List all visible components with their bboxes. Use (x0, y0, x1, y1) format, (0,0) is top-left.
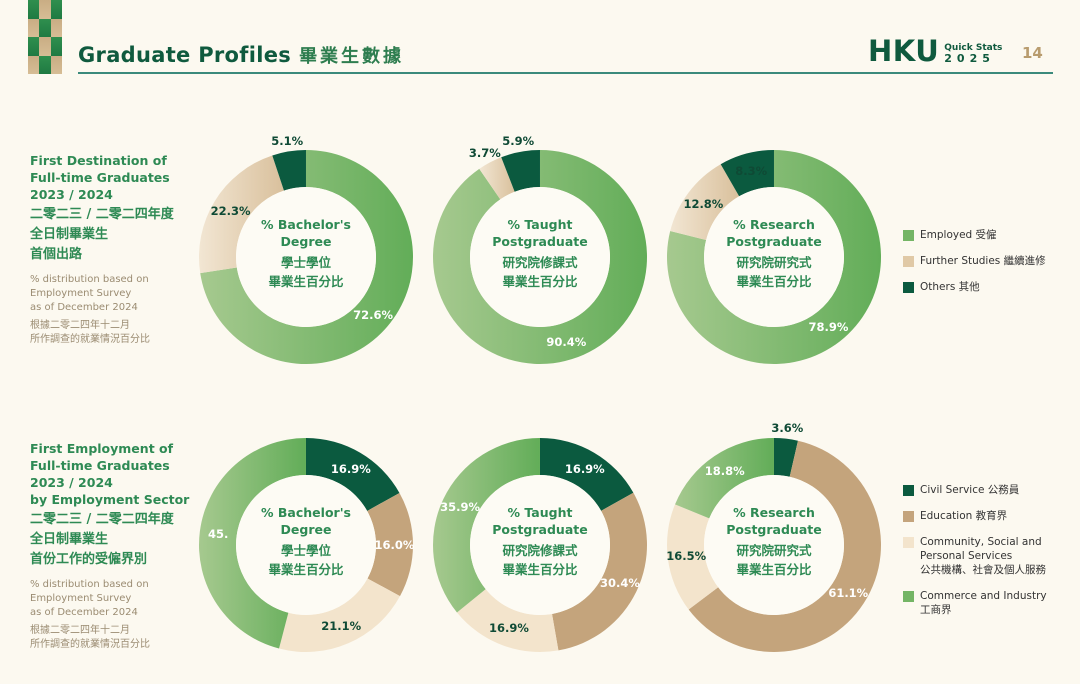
legend-item: Others 其他 (903, 280, 1046, 294)
donut-segment-commerce-and-industry (433, 438, 540, 613)
section-note-en: % distribution based on Employment Survey… (30, 579, 149, 618)
donut-segment-education (688, 440, 881, 652)
donut-destination-taught-pg: 90.4% 3.7% 5.9% % Taught Postgraduate 研究院修課式畢… (425, 134, 655, 376)
donut-segment-employed (667, 150, 881, 364)
legend-swatch-icon (903, 485, 914, 496)
legend-item: Further Studies 繼續進修 (903, 254, 1046, 268)
brand-sub: Quick Stats 2025 (944, 43, 1003, 65)
brand-hku: HKU (868, 34, 940, 68)
page-title: Graduate Profiles 畢業生數據 (78, 42, 404, 68)
legend-swatch-icon (903, 230, 914, 241)
donut-segment-civil-service (306, 438, 400, 511)
section-title-zh: 二零二三 / 二零二四年度 全日制畢業生 首個出路 (30, 207, 174, 262)
legend-swatch-icon (903, 256, 914, 267)
donut-sector-taught-pg: 16.9% 30.4% 16.9% 35.9% % Taught Postgraduate… (425, 434, 655, 664)
value-label: 3.7% (468, 145, 501, 160)
value-label: 30.4% (599, 576, 640, 591)
donut-center-label: % Taught Postgraduate 研究院修課式 畢業生百分比 (492, 217, 588, 289)
value-label: 16.5% (666, 549, 707, 564)
page-title-en: Graduate Profiles (78, 43, 292, 67)
legend-label: Employed 受僱 (920, 229, 997, 241)
value-label: 16.9% (489, 620, 529, 635)
value-label: 35.9% (440, 499, 481, 514)
legend-swatch-icon (903, 282, 914, 293)
value-label: 78.9% (808, 319, 849, 334)
section-note-zh: 根據二零二四年十二月 所作調查的就業情況百分比 (30, 625, 150, 650)
legend-swatch-icon (903, 591, 914, 602)
donut-center-label: % Bachelor's Degree 學士學位 畢業生百分比 (261, 505, 351, 577)
hku-quick-stats-brand: HKU Quick Stats 2025 (868, 34, 1003, 68)
donut-segment-commerce-and-industry (199, 438, 306, 649)
donut-segment-further-studies (670, 164, 740, 241)
legend-employment-sector: Civil Service 公務員 Education 教育界 Community,… (903, 483, 1047, 629)
donut-segment-community-social-and-personal-services (279, 578, 400, 652)
legend-item: Civil Service 公務員 (903, 483, 1047, 497)
section-title-zh: 二零二三 / 二零二四年度 全日制畢業生 首份工作的受僱界別 (30, 512, 174, 567)
donut-segment-education (367, 492, 413, 597)
value-label: 3.6% (771, 420, 804, 435)
donut-segment-others (720, 150, 774, 197)
page-title-zh: 畢業生數據 (299, 46, 405, 67)
legend-first-destination: Employed 受僱 Further Studies 繼續進修 Others 其他 (903, 228, 1046, 306)
donut-center-label: % Research Postgraduate 研究院研究式 畢業生百分比 (726, 217, 822, 289)
section-title-en: First Employment of Full-time Graduates 20… (30, 441, 190, 507)
donut-segment-community-social-and-personal-services (456, 589, 559, 652)
value-label: 22.3% (210, 203, 251, 218)
section-first-destination-description: First Destination of Full-time Graduates 2… (30, 152, 205, 347)
donut-center-label: % Research Postgraduate 研究院研究式 畢業生百分比 (726, 505, 822, 577)
donut-segment-employed (200, 150, 413, 364)
legend-label: Education 教育界 (920, 510, 1008, 522)
value-label: 21.1% (321, 619, 362, 634)
donut-center-label: % Bachelor's Degree 學士學位 畢業生百分比 (261, 217, 351, 289)
donut-center-label: % Taught Postgraduate 研究院修課式 畢業生百分比 (492, 505, 588, 577)
page-number: 14 (1022, 44, 1043, 62)
value-label: 16.9% (564, 461, 605, 476)
section-note-zh: 根據二零二四年十二月 所作調查的就業情況百分比 (30, 320, 150, 345)
legend-item: Employed 受僱 (903, 228, 1046, 242)
value-label: 12.8% (683, 196, 724, 211)
section-title-en: First Destination of Full-time Graduates 2… (30, 153, 170, 202)
value-label: 45. (208, 526, 229, 541)
donut-segment-community-social-and-personal-services (667, 504, 719, 610)
value-label: 90.4% (546, 334, 587, 349)
legend-swatch-icon (903, 537, 914, 548)
header-divider (78, 72, 1053, 74)
donut-destination-bachelor: 72.6% 22.3% 5.1% % Bachelor's Degree 學士學位 畢業生百… (191, 134, 421, 376)
legend-label: Others 其他 (920, 281, 980, 293)
donut-segment-employed (432, 150, 647, 364)
donut-segment-others (272, 150, 306, 191)
value-label: 72.6% (353, 307, 394, 322)
legend-label: Community, Social and Personal Services 公共… (920, 536, 1046, 576)
donut-segment-education (552, 492, 647, 651)
value-label: 61.1% (828, 586, 869, 601)
section-note-en: % distribution based on Employment Survey… (30, 274, 149, 313)
section-first-employment-description: First Employment of Full-time Graduates 20… (30, 440, 205, 652)
legend-item: Community, Social and Personal Services 公共… (903, 535, 1047, 577)
donut-segment-civil-service (540, 438, 634, 511)
legend-label: Further Studies 繼續進修 (920, 255, 1046, 267)
legend-item: Commerce and Industry 工商界 (903, 589, 1047, 617)
donut-segment-commerce-and-industry (675, 438, 774, 519)
hku-pattern-logo (28, 0, 62, 74)
donut-segment-others (501, 150, 540, 192)
donut-segment-civil-service (774, 438, 798, 477)
donut-sector-research-pg: 3.6% 61.1% 16.5% 18.8% % Research Postgraduat… (659, 421, 889, 664)
value-label: 18.8% (704, 464, 745, 479)
value-label: 5.9% (502, 134, 535, 149)
value-label: 16.0% (374, 537, 415, 552)
legend-swatch-icon (903, 511, 914, 522)
legend-label: Commerce and Industry 工商界 (920, 590, 1047, 616)
donut-destination-research-pg: 78.9% 12.8% 8.3% % Research Postgraduate 研究院研… (659, 146, 889, 376)
legend-item: Education 教育界 (903, 509, 1047, 523)
donut-sector-bachelor: 16.9% 16.0% 21.1% 45. % Bachelor's Degree 學士學位… (191, 434, 421, 664)
value-label: 16.9% (330, 461, 371, 476)
donut-segment-further-studies (479, 157, 515, 200)
donut-segment-further-studies (199, 155, 284, 274)
value-label: 5.1% (271, 133, 304, 148)
legend-label: Civil Service 公務員 (920, 484, 1020, 496)
value-label: 8.3% (735, 164, 768, 179)
